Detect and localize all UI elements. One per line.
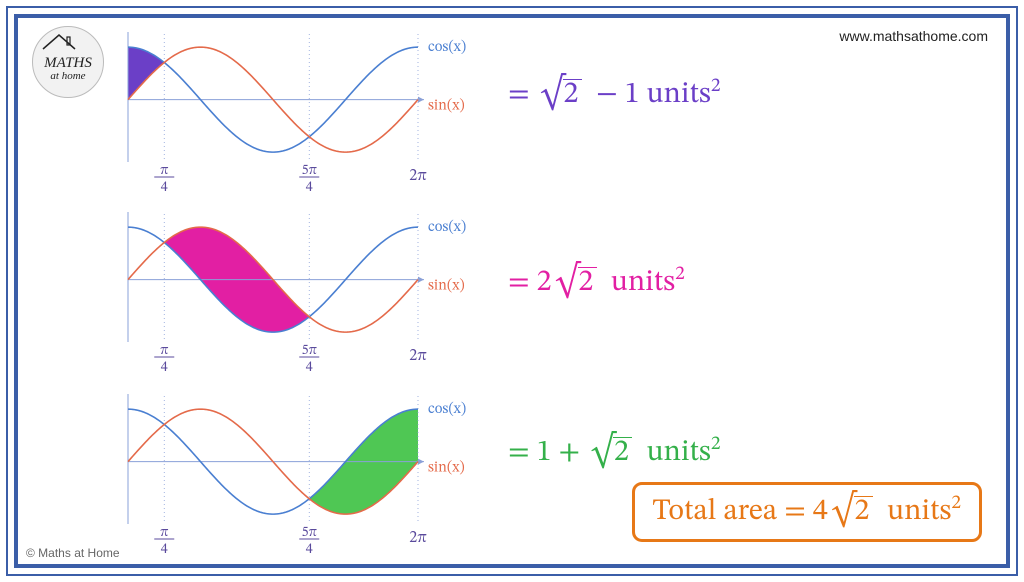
chart-1: π 4 5π 4 2π cos(x) sin(x) — [118, 26, 478, 196]
chart-2: π 4 5π 4 2π cos(x) sin(x) — [118, 206, 478, 376]
shaded-area — [128, 47, 164, 100]
chart-row-1: π 4 5π 4 2π cos(x) sin(x) = 2 − 1 units2 — [118, 26, 998, 196]
svg-text:π: π — [160, 344, 168, 358]
svg-text:4: 4 — [161, 361, 168, 375]
svg-text:4: 4 — [306, 543, 313, 557]
equation-3: = 1 + 2 units2 — [508, 432, 968, 472]
logo-main-text: MATHS — [44, 56, 92, 71]
svg-text:π: π — [160, 526, 168, 540]
svg-text:π: π — [160, 164, 168, 178]
svg-text:5π: 5π — [302, 344, 317, 358]
svg-text:5π: 5π — [302, 164, 317, 178]
svg-text:4: 4 — [161, 181, 168, 195]
inner-frame: MATHS at home www.mathsathome.com π45π42… — [14, 14, 1010, 568]
svg-text:cos(x): cos(x) — [428, 402, 466, 417]
svg-text:2π: 2π — [409, 530, 427, 546]
svg-text:sin(x): sin(x) — [428, 99, 465, 114]
svg-text:cos(x): cos(x) — [428, 40, 466, 55]
svg-text:cos(x): cos(x) — [428, 220, 466, 235]
svg-text:2π: 2π — [409, 348, 427, 364]
svg-text:4: 4 — [306, 181, 313, 195]
logo: MATHS at home — [32, 26, 104, 98]
total-label: Total area — [653, 497, 778, 527]
area-chart: π 4 5π 4 2π cos(x) sin(x) — [118, 388, 478, 558]
total-area-box: Total area = 42 units2 — [632, 482, 982, 542]
chart-row-2: π 4 5π 4 2π cos(x) sin(x) = 22 units2 — [118, 206, 998, 376]
area-chart: π 4 5π 4 2π cos(x) sin(x) — [118, 26, 478, 196]
roof-icon — [41, 33, 77, 53]
svg-text:4: 4 — [161, 543, 168, 557]
outer-frame: MATHS at home www.mathsathome.com π45π42… — [6, 6, 1018, 576]
svg-text:sin(x): sin(x) — [428, 279, 465, 294]
area-chart: π 4 5π 4 2π cos(x) sin(x) — [118, 206, 478, 376]
equation-2: = 22 units2 — [508, 262, 968, 302]
equation-1: = 2 − 1 units2 — [508, 74, 968, 114]
svg-text:5π: 5π — [302, 526, 317, 540]
svg-text:2π: 2π — [409, 168, 427, 184]
chart-3: π 4 5π 4 2π cos(x) sin(x) — [118, 388, 478, 558]
copyright: © Maths at Home — [26, 546, 120, 560]
logo-sub-text: at home — [50, 71, 85, 82]
svg-text:4: 4 — [306, 361, 313, 375]
svg-text:sin(x): sin(x) — [428, 461, 465, 476]
total-equation: = 42 units2 — [784, 497, 961, 527]
